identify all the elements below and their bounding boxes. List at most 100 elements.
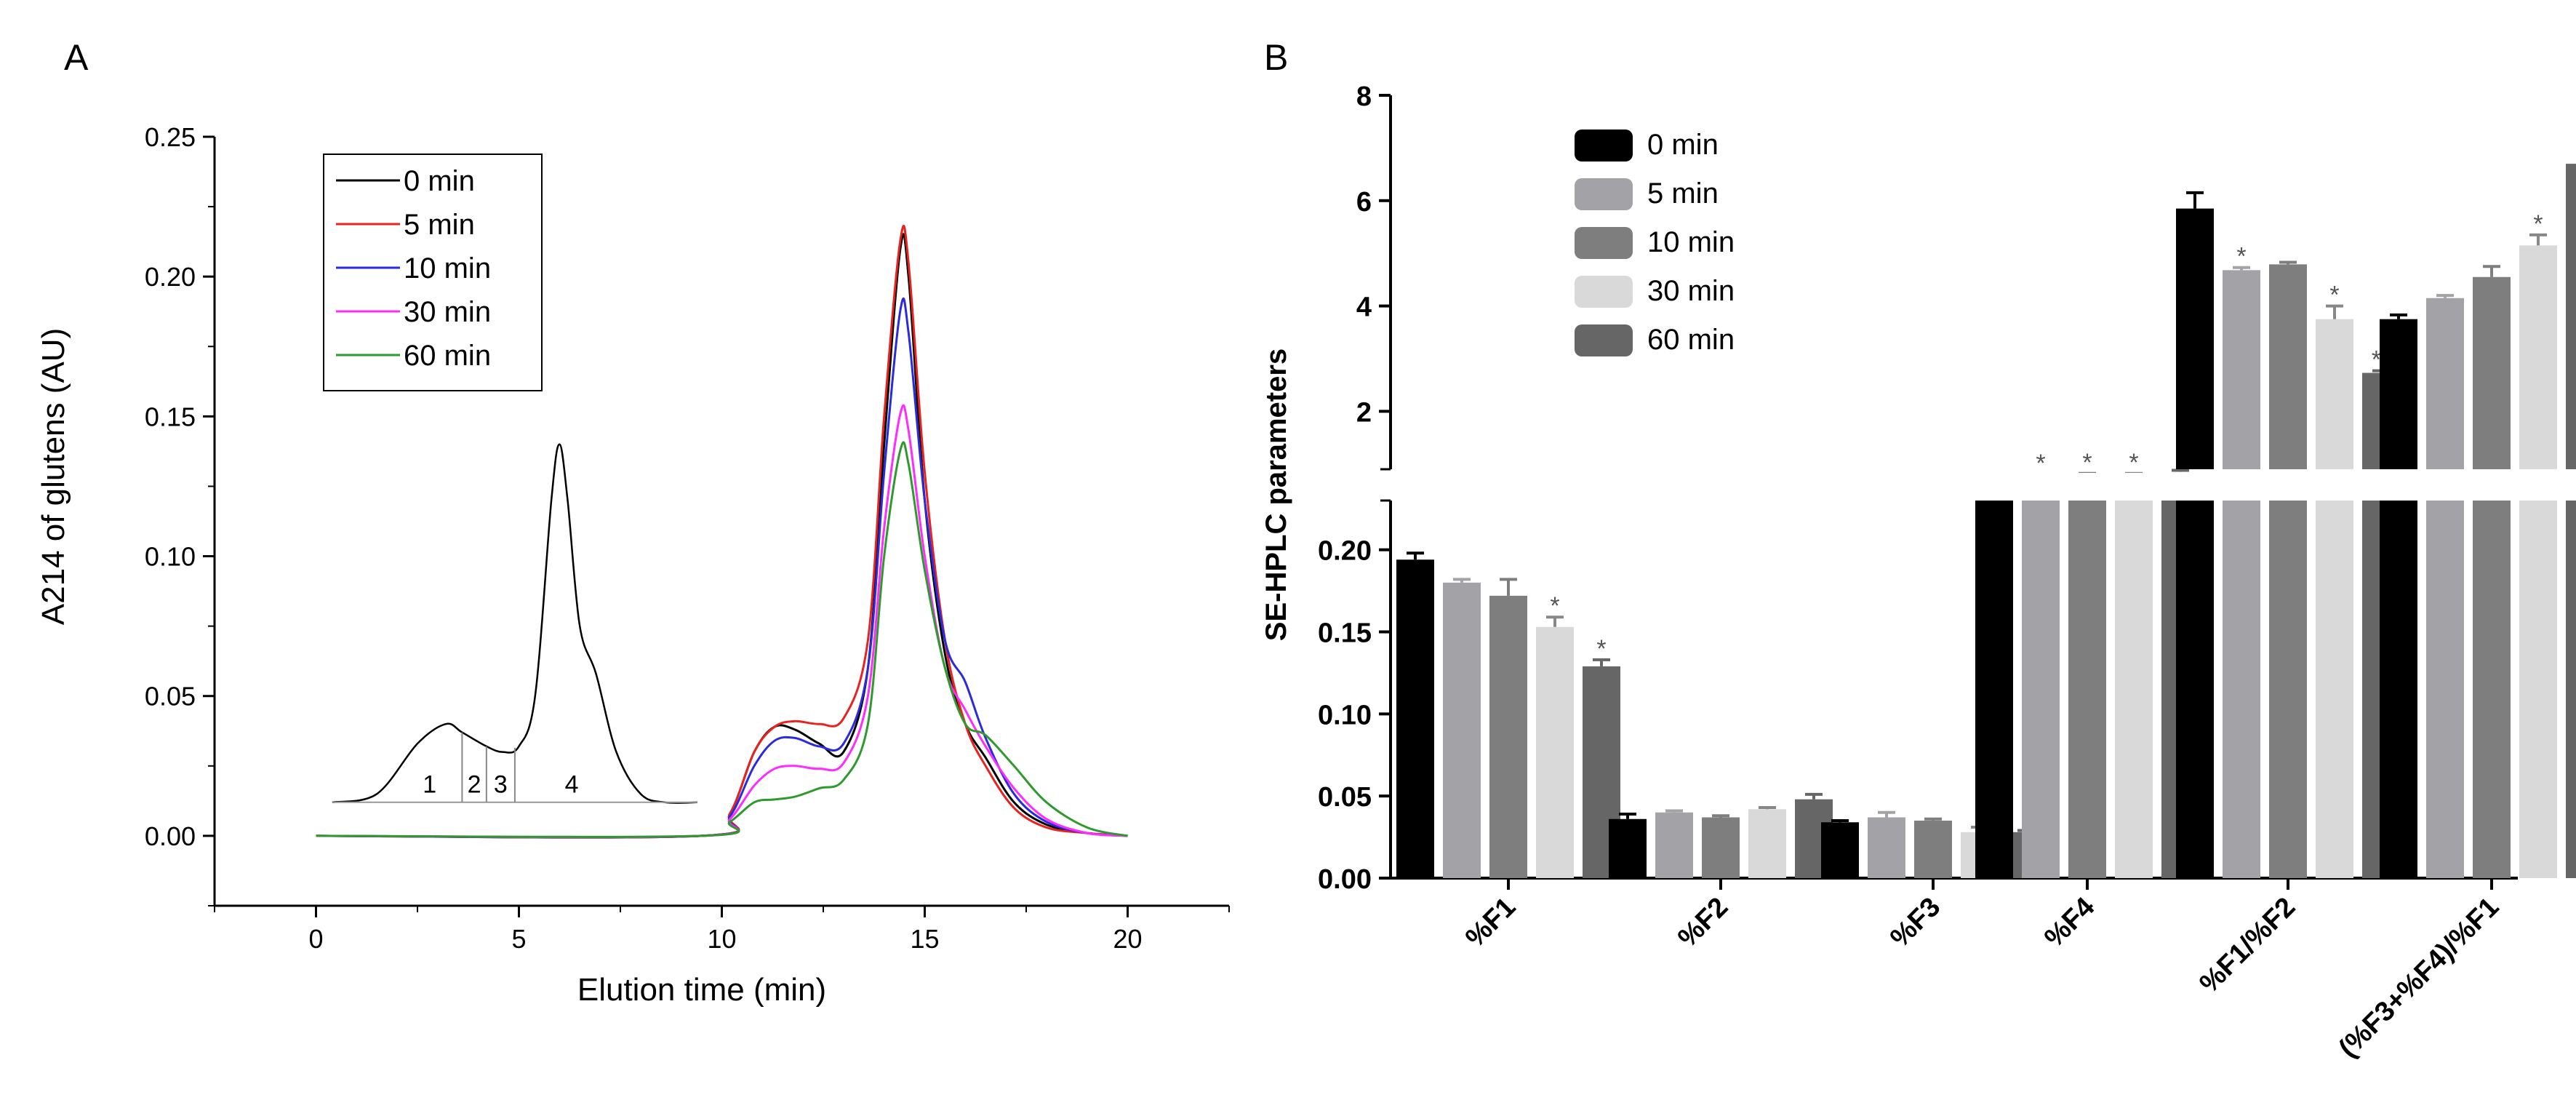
panel-b-y-axis-label: SE-HPLC parameters [1260, 348, 1292, 641]
panel-b-significance-mark: * [2082, 449, 2092, 477]
panel-a-series-line [316, 224, 1128, 839]
panel-b-legend-label: 10 min [1647, 226, 1735, 258]
panel-a-y-tick-label: 0.10 [145, 542, 196, 572]
panel-a-x-axis-label: Elution time (min) [577, 972, 826, 1008]
panel-b-upper-y-tick-label: 4 [1356, 292, 1372, 323]
panel-b-bar [2176, 501, 2214, 878]
panel-label-b: B [1264, 37, 1288, 78]
panel-b-category-label: %F4 [2039, 892, 2100, 954]
panel-b-category-label: %F2 [1672, 892, 1734, 954]
panel-b-bar [1975, 501, 2013, 878]
panel-b-bar [2176, 208, 2214, 469]
panel-a-y-axis-label: A214 of glutens (AU) [36, 328, 71, 625]
panel-b-legend-swatch [1575, 129, 1633, 162]
panel-b-bar [1868, 817, 1905, 878]
panel-b-bar [1443, 582, 1481, 878]
panel-a-x-tick-label: 15 [910, 924, 939, 954]
panel-b-bar [2223, 501, 2260, 878]
panel-a-y-tick-label: 0.15 [145, 402, 196, 431]
panel-b-lower-y-tick-label: 0.00 [1318, 864, 1372, 895]
panel-b-significance-mark: * [2236, 243, 2246, 271]
panel-b-bar [2380, 319, 2417, 469]
panel-b-bar [2380, 501, 2417, 878]
panel-b-bar [1536, 626, 1574, 878]
panel-a-legend-box [323, 154, 543, 391]
panel-b-bar [1821, 822, 1859, 878]
panel-a-legend: 0 min 5 min 10 min 30 min 60 min [323, 154, 543, 391]
panel-b-lower-y-tick-label: 0.10 [1318, 700, 1372, 730]
panel-b-significance-mark: * [2129, 449, 2138, 477]
panel-b-legend: 0 min 5 min 10 min 30 min 60 min [1575, 129, 1735, 356]
panel-a-inset-fraction-label: 3 [494, 770, 508, 798]
panel-a-legend-label: 60 min [404, 340, 491, 372]
panel-b-bar [1396, 559, 1434, 878]
panel-b-bar [2426, 501, 2464, 878]
panel-b-significance-mark: * [2533, 210, 2543, 238]
panel-b-bar [1702, 817, 1740, 878]
panel-b-legend-label: 30 min [1647, 275, 1735, 307]
panel-b-bar [2426, 298, 2464, 469]
panel-b-significance-mark: * [2036, 450, 2045, 477]
panel-b-legend-label: 5 min [1647, 178, 1719, 210]
panel-b-bar [2269, 501, 2307, 878]
panel-b-bar [2316, 501, 2353, 878]
panel-a-y-tick-label: 0.25 [145, 122, 196, 152]
panel-a-inset-fraction-label: 4 [565, 770, 579, 798]
panel-b-chart: 2 4 6 8 0.00 0.05 0.10 0.15 0.20 %F1 %F2 %F3 %F4 %F1/… [1260, 81, 2576, 1064]
panel-b-category-label: %F1/%F2 [2194, 892, 2302, 1000]
panel-a-series-line [316, 298, 1128, 839]
panel-a-series-line [316, 441, 1128, 838]
panel-b-bar [2473, 276, 2511, 469]
panel-b-lower-y-tick-label: 0.15 [1318, 618, 1372, 649]
panel-b-upper-y-tick-label: 8 [1356, 81, 1372, 112]
panel-b-bar [2269, 264, 2307, 469]
panel-b-legend-swatch [1575, 227, 1633, 259]
panel-b-significance-mark: * [1596, 635, 1606, 663]
panel-b-bar [2519, 245, 2557, 469]
panel-a-x-tick-label: 0 [308, 924, 323, 954]
panel-a-inset-fraction-label: 1 [423, 770, 436, 798]
panel-a-y-tick-label: 0.05 [145, 682, 196, 712]
panel-b-legend-label: 0 min [1647, 129, 1719, 161]
panel-a-series-lines [316, 224, 1128, 839]
panel-a-legend-label: 5 min [404, 209, 475, 241]
panel-b-lower-y-tick-label: 0.05 [1318, 782, 1372, 813]
panel-b-bar [2068, 501, 2106, 878]
panel-b-bar [1655, 812, 1693, 878]
panel-b-bar [1609, 818, 1647, 878]
panel-a-x-tick-label: 10 [707, 924, 736, 954]
panel-b-upper-y-tick-label: 2 [1356, 397, 1372, 428]
panel-b-bar [2316, 319, 2353, 469]
panel-b-legend-swatch [1575, 178, 1633, 210]
panel-a-series-line [316, 404, 1128, 839]
panel-b-bar [1914, 821, 1952, 878]
panel-b-upper-y-tick-label: 6 [1356, 187, 1372, 218]
panel-b-bar [2223, 270, 2260, 469]
panel-b-bar [2566, 164, 2576, 469]
panel-b-legend-label: 60 min [1647, 324, 1735, 356]
panel-a-legend-label: 0 min [404, 165, 475, 197]
panel-b-bar [1489, 595, 1527, 878]
panel-b-significance-mark: * [2329, 282, 2339, 309]
panel-b-legend-swatch [1575, 276, 1633, 308]
panel-a-x-tick-label: 5 [511, 924, 526, 954]
panel-b-axis-break-band [1964, 473, 2518, 496]
panel-b-significance-mark: * [1550, 592, 1559, 620]
panel-b-lower-y-tick-label: 0.20 [1318, 536, 1372, 567]
panel-b-category-label: (%F3+%F4)/%F1 [2333, 892, 2505, 1064]
panel-b-bar [2473, 501, 2511, 878]
panel-b-legend-swatch [1575, 324, 1633, 356]
panel-label-a: A [64, 37, 89, 78]
panel-b-bar [2022, 501, 2060, 878]
panel-b-bar [2566, 501, 2576, 878]
panel-b-bar [2519, 501, 2557, 878]
panel-a-inset-fraction-label: 2 [468, 770, 481, 798]
panel-a-y-tick-label: 0.20 [145, 262, 196, 292]
panel-a-legend-label: 10 min [404, 252, 491, 284]
panel-b-category-label: %F1 [1460, 892, 1521, 954]
panel-a-x-tick-label: 20 [1113, 924, 1142, 954]
panel-b-bars: ************ [1396, 164, 2576, 878]
